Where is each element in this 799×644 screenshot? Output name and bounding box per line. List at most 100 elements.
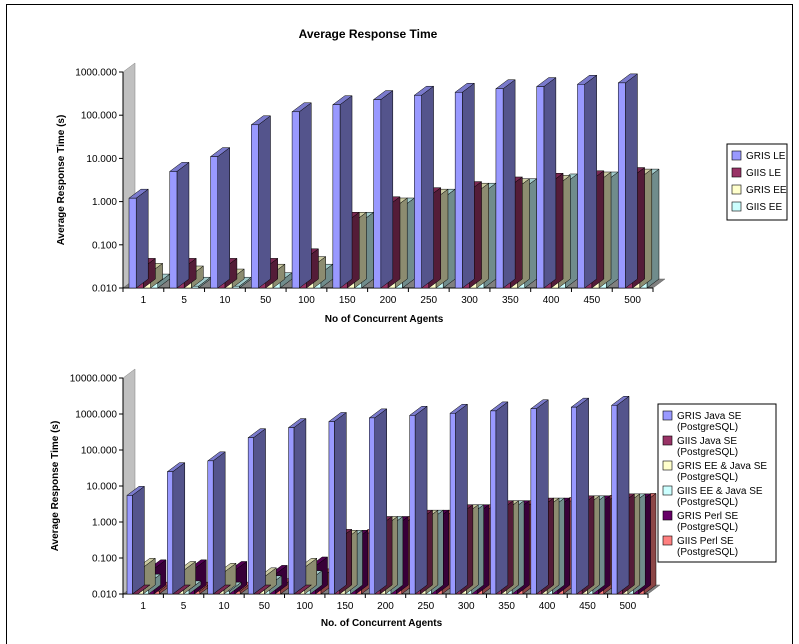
- top-legend-swatch: [731, 150, 742, 161]
- top-x-tick-label: 450: [584, 295, 601, 306]
- bottom-x-tick-label: 400: [539, 601, 556, 612]
- bottom-bar-side: [132, 485, 145, 595]
- top-legend-swatch: [731, 201, 742, 212]
- top-bar-side: [258, 115, 271, 289]
- bottom-legend-label: (PostgreSQL): [677, 497, 738, 508]
- bottom-bar: [288, 427, 295, 595]
- bottom-x-tick-label: 500: [619, 601, 636, 612]
- bottom-x-tick-label: 100: [296, 601, 313, 612]
- bottom-y-tick-label: 0.010: [92, 590, 117, 601]
- top-x-tick-label: 100: [298, 295, 315, 306]
- top-legend-label: GIIS LE: [746, 168, 781, 179]
- top-legend-label: GRIS LE: [746, 151, 786, 162]
- bottom-bar: [490, 410, 497, 595]
- top-bar-side: [217, 147, 230, 289]
- top-x-tick-label: 50: [260, 295, 272, 306]
- bottom-bar: [247, 437, 254, 595]
- bottom-x-tick-label: 300: [458, 601, 475, 612]
- top-bar-side: [543, 77, 557, 289]
- top-x-tick-label: 150: [339, 295, 356, 306]
- bottom-x-tick-label: 50: [259, 601, 271, 612]
- bottom-x-tick-label: 10: [218, 601, 230, 612]
- bottom-legend-label: GRIS EE & Java SE: [677, 461, 767, 472]
- bottom-x-tick-label: 150: [337, 601, 354, 612]
- bottom-bar-side: [455, 403, 468, 595]
- bottom-bar: [449, 412, 456, 595]
- top-bar-side: [421, 85, 434, 289]
- top-legend-label: GRIS EE: [746, 185, 787, 196]
- bottom-legend-swatch: [662, 485, 673, 496]
- bottom-y-axis-label: Average Response Time (s): [50, 421, 61, 552]
- top-bar-side: [135, 188, 149, 289]
- top-bar-side: [584, 74, 597, 289]
- top-legend-swatch: [731, 167, 742, 178]
- bottom-chart: 10000.000 1000.000 100.000 10.000 1.000 0.100…: [50, 368, 777, 629]
- bottom-legend-label: GIIS Java SE: [677, 436, 737, 447]
- bottom-bar: [328, 421, 335, 595]
- bottom-x-axis-label: No. of Concurrent Agents: [321, 618, 443, 629]
- bottom-bar-side: [293, 418, 307, 595]
- top-x-tick-label: 10: [219, 295, 231, 306]
- top-bar-side: [380, 90, 394, 289]
- bottom-legend-swatch: [662, 435, 673, 446]
- bottom-y-tick-label: 1.000: [92, 518, 117, 529]
- top-bar: [373, 99, 382, 289]
- top-x-axis-label: No of Concurrent Agents: [325, 314, 444, 325]
- bottom-legend-label: GIIS EE & Java SE: [677, 486, 763, 497]
- bottom-legend-swatch: [662, 410, 673, 421]
- bottom-bar: [409, 415, 416, 595]
- bottom-legend-swatch: [662, 460, 673, 471]
- top-x-tick-label: 300: [461, 295, 478, 306]
- bottom-legend-label: (PostgreSQL): [677, 447, 738, 458]
- top-bar-side: [625, 73, 638, 289]
- top-y-tick-label: 100.000: [81, 111, 118, 122]
- bottom-bar-side: [495, 401, 509, 595]
- bottom-y-tick-label: 100.000: [81, 446, 118, 457]
- top-bar: [536, 86, 545, 289]
- bottom-legend-swatch: [662, 510, 673, 521]
- bottom-x-tick-label: 200: [377, 601, 394, 612]
- bottom-bar: [570, 406, 577, 595]
- top-bar-side: [299, 102, 312, 289]
- bottom-y-tick-label: 1000.000: [75, 410, 117, 421]
- top-bar: [577, 84, 585, 289]
- bottom-bar: [530, 408, 537, 595]
- bottom-legend-swatch: [662, 535, 673, 546]
- top-y-tick-label: 0.100: [92, 240, 117, 251]
- top-bar: [495, 88, 504, 289]
- top-x-tick-label: 500: [624, 295, 641, 306]
- bottom-bar-side: [334, 411, 347, 595]
- top-bar: [414, 94, 422, 289]
- top-legend-label: GIIS EE: [746, 202, 782, 213]
- bottom-x-tick-label: 5: [181, 601, 187, 612]
- top-bar: [210, 156, 218, 289]
- top-y-tick-label: 1000.000: [75, 68, 117, 79]
- top-x-tick-label: 5: [181, 295, 187, 306]
- top-chart-title: Average Response Time: [299, 27, 438, 41]
- bottom-bar: [611, 405, 618, 595]
- bottom-bar: [167, 471, 174, 595]
- top-bar: [332, 104, 341, 289]
- bottom-bar-side: [253, 428, 266, 595]
- bottom-legend-label: (PostgreSQL): [677, 472, 738, 483]
- bottom-x-tick-label: 250: [418, 601, 435, 612]
- bottom-bar-side: [616, 395, 630, 595]
- bottom-bar-side: [374, 408, 387, 595]
- top-legend-swatch: [731, 184, 742, 195]
- bottom-legend-label: (PostgreSQL): [677, 422, 738, 433]
- top-chart: Average Response Time 1000.000 100.000 1 0.0…: [56, 27, 788, 325]
- bottom-bar-side: [576, 397, 589, 595]
- top-y-tick-label: 0.010: [92, 284, 117, 295]
- bottom-legend-label: (PostgreSQL): [677, 522, 738, 533]
- top-bar-side: [176, 161, 190, 289]
- top-x-tick-label: 250: [420, 295, 437, 306]
- bottom-bar-side: [172, 462, 186, 595]
- top-x-tick-label: 400: [543, 295, 560, 306]
- bottom-bar: [369, 417, 375, 595]
- bottom-bar-side: [414, 405, 428, 595]
- bottom-x-tick-label: 450: [579, 601, 596, 612]
- top-x-tick-label: 1: [141, 295, 147, 306]
- bottom-y-tick-label: 0.100: [92, 554, 117, 565]
- bottom-legend-label: (PostgreSQL): [677, 547, 738, 558]
